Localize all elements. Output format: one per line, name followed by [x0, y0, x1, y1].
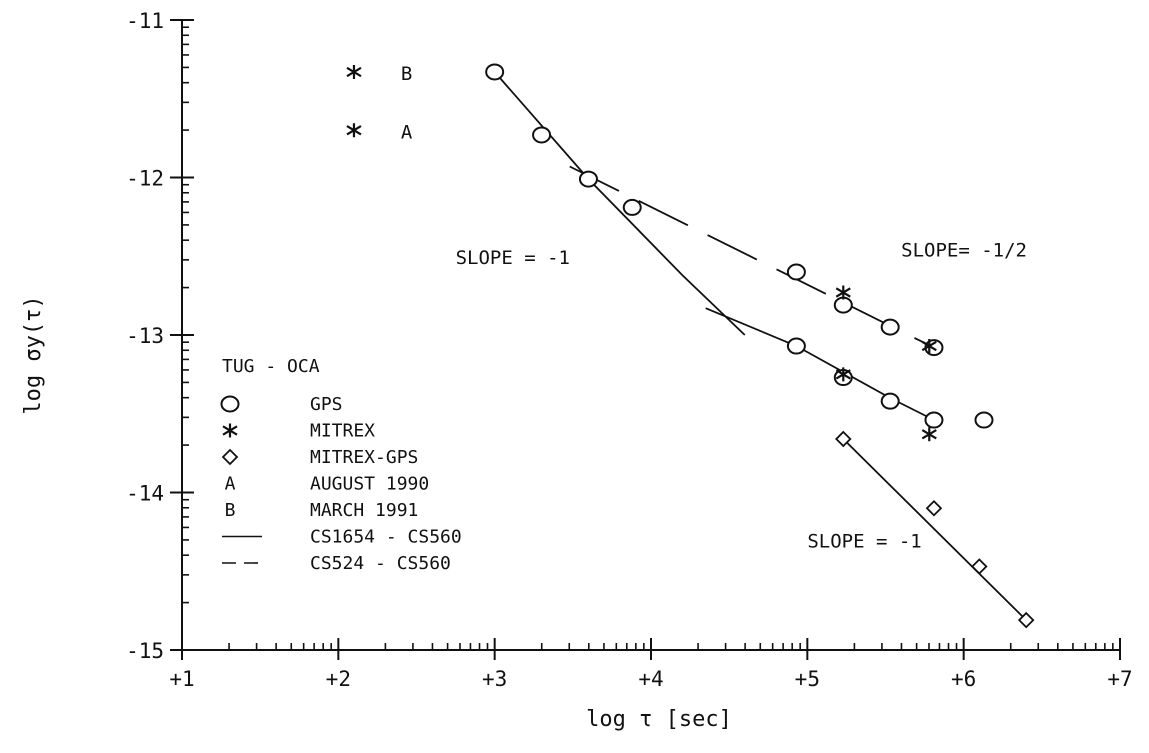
legend-letter-symbol: B: [225, 500, 236, 521]
legend-letter-symbol: A: [225, 474, 236, 495]
x-tick-label: +4: [638, 667, 663, 691]
y-tick-label: -14: [126, 482, 164, 506]
mitrex-gps-point: [925, 499, 943, 517]
gps-point: [578, 170, 598, 188]
y-axis-title: log σy(τ): [21, 295, 46, 414]
annotations: B A SLOPE = -1 SLOPE= -1/2 SLOPE = -1: [401, 63, 1027, 553]
mitrex-gps-point: [1017, 611, 1035, 629]
gps-point: [532, 126, 552, 144]
point-label-a: A: [401, 121, 413, 143]
legend-label: MITREX-GPS: [310, 447, 418, 468]
gps-point: [786, 337, 806, 355]
x-tick-label: +3: [482, 667, 507, 691]
legend-label: MARCH 1991: [310, 500, 418, 521]
mitrex-point: [835, 285, 851, 300]
legend-circle-symbol: [220, 395, 240, 413]
legend-label: AUGUST 1990: [310, 474, 429, 495]
legend-diamond-symbol: [221, 448, 239, 466]
gps-point: [880, 318, 900, 336]
y-tick-label: -15: [126, 639, 164, 663]
gps-point: [485, 63, 505, 81]
gps-point: [924, 411, 944, 429]
axes: +1 +2 +3 +4 +5 +6 +7 -11 -12 -13 -14 -15 log τ [sec]…: [21, 9, 1133, 732]
legend-title: TUG - OCA: [222, 356, 320, 377]
mitrex-point: [346, 64, 362, 79]
legend-asterisk-symbol: [222, 423, 238, 438]
x-tick-label: +7: [1107, 667, 1132, 691]
legend-label: CS524 - CS560: [310, 553, 451, 574]
x-tick-label: +2: [326, 667, 351, 691]
point-label-b: B: [401, 63, 412, 85]
mitrex-point: [835, 367, 851, 382]
gps-point: [622, 198, 642, 216]
slope-annotation: SLOPE= -1/2: [901, 239, 1027, 261]
gps-point: [974, 411, 994, 429]
legend-label: MITREX: [310, 421, 375, 442]
y-tick-label: -12: [126, 167, 164, 191]
solid-fit-line: [842, 438, 1027, 621]
fit-lines: [494, 71, 1027, 621]
dashed-fit-line: [569, 165, 935, 349]
legend-label: CS1654 - CS560: [310, 527, 462, 548]
slope-annotation: SLOPE = -1: [456, 247, 570, 269]
legend: TUG - OCA GPS MITREX MITREX-GPS A AUGUST 1990…: [220, 356, 462, 574]
mitrex-gps-point: [835, 430, 852, 448]
solid-fit-line: [705, 307, 935, 421]
x-axis-title: log τ [sec]: [586, 707, 732, 732]
mitrex-point: [921, 339, 937, 354]
y-tick-label: -11: [126, 9, 164, 33]
x-tick-label: +1: [169, 667, 194, 691]
legend-label: GPS: [310, 394, 343, 415]
x-tick-label: +5: [795, 667, 820, 691]
data-points: [346, 63, 1035, 629]
x-tick-label: +6: [951, 667, 976, 691]
mitrex-point: [346, 123, 362, 138]
gps-point: [880, 392, 900, 410]
mitrex-gps-point: [971, 558, 988, 575]
mitrex-point: [921, 427, 937, 442]
gps-point: [786, 263, 806, 281]
gps-point: [833, 296, 853, 314]
slope-annotation: SLOPE = -1: [807, 531, 921, 553]
solid-fit-line: [494, 71, 746, 336]
y-tick-label: -13: [126, 324, 164, 348]
